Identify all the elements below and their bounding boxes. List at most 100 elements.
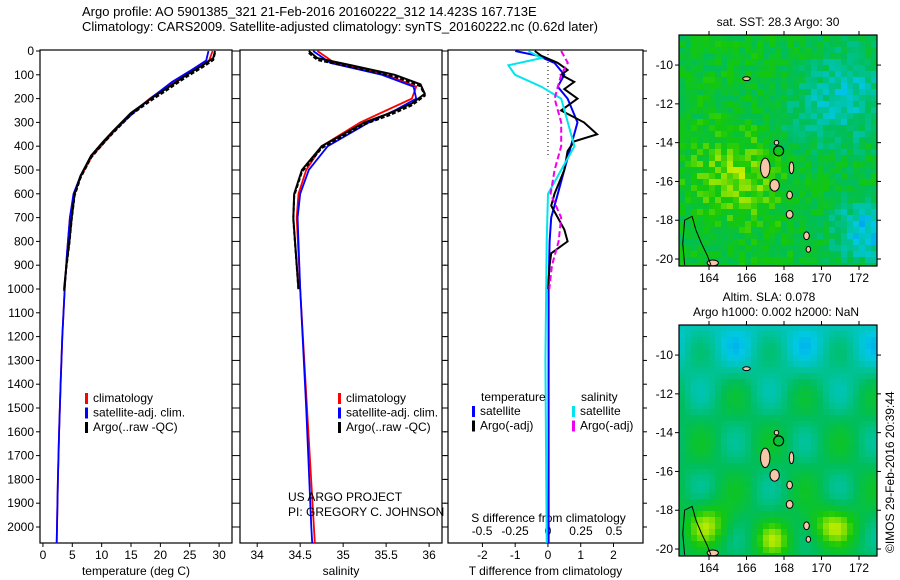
map-cell [859,379,865,385]
map-cell [685,547,691,553]
map-cell [709,457,715,463]
map-cell [811,191,817,197]
map-cell [679,239,685,245]
map-cell [805,343,811,349]
map-cell [685,475,691,481]
map-cell [811,263,817,266]
map-cell [745,257,751,263]
map-cell [823,451,829,457]
map-cell [823,191,829,197]
map-cell [781,227,787,233]
map-cell [841,179,847,185]
map-cell [805,325,811,331]
map-cell [817,239,823,245]
map-cell [757,179,763,185]
map-cell [829,463,835,469]
map-cell [703,325,709,331]
map-cell [757,137,763,143]
map-cell [865,143,871,149]
map-cell [811,409,817,415]
map-cell [817,53,823,59]
map-cell [769,361,775,367]
map-cell [829,391,835,397]
map-cell [853,403,859,409]
map-cell [685,409,691,415]
x-tick-label: 34.5 [288,548,312,562]
map-cell [781,161,787,167]
map-cell [703,541,709,547]
map-cell [871,493,877,499]
map-cell [853,113,859,119]
map-cell [685,125,691,131]
map-cell [733,35,739,41]
map-cell [745,89,751,95]
map-cell [835,185,841,191]
map-cell [841,59,847,65]
map-cell [871,209,877,215]
map-cell [757,367,763,373]
map-cell [835,403,841,409]
map-cell [733,331,739,337]
map-cell [715,83,721,89]
map-cell [787,113,793,119]
map-cell [775,517,781,523]
map-cell [733,245,739,251]
map-cell [697,367,703,373]
x-tick-label: 170 [811,561,831,575]
map-cell [769,197,775,203]
map-cell [817,71,823,77]
map-cell [829,245,835,251]
map-cell [763,487,769,493]
map-cell [835,137,841,143]
map-cell [757,349,763,355]
map-cell [781,35,787,41]
map-cell [679,65,685,71]
map-cell [805,445,811,451]
map-cell [799,547,805,553]
map-cell [757,445,763,451]
map-cell [793,191,799,197]
map-cell [823,409,829,415]
map-cell [709,397,715,403]
map-cell [757,239,763,245]
map-cell [787,385,793,391]
map-cell [835,499,841,505]
map-cell [793,331,799,337]
map-cell [703,481,709,487]
map-cell [763,373,769,379]
map-cell [871,221,877,227]
map-cell [853,125,859,131]
map-cell [757,47,763,53]
map-cell [799,149,805,155]
map-cell [853,349,859,355]
map-cell [841,125,847,131]
map-cell [829,355,835,361]
map-cell [775,221,781,227]
map-cell [697,409,703,415]
map-cell [727,47,733,53]
map-cell [781,547,787,553]
map-cell [691,421,697,427]
map-cell [847,511,853,517]
map-cell [679,343,685,349]
map-cell [751,547,757,553]
map-cell [859,355,865,361]
map-cell [709,517,715,523]
map-cell [841,493,847,499]
map-cell [739,463,745,469]
map-cell [685,179,691,185]
map-cell [757,397,763,403]
map-cell [871,167,877,173]
map-cell [739,439,745,445]
map-cell [769,517,775,523]
map-cell [745,415,751,421]
map-cell [793,379,799,385]
map-cell [709,95,715,101]
map-cell [685,209,691,215]
map-cell [733,505,739,511]
map-cell [721,257,727,263]
map-cell [763,349,769,355]
map-cell [787,553,793,556]
map-cell [811,125,817,131]
map-cell [793,131,799,137]
